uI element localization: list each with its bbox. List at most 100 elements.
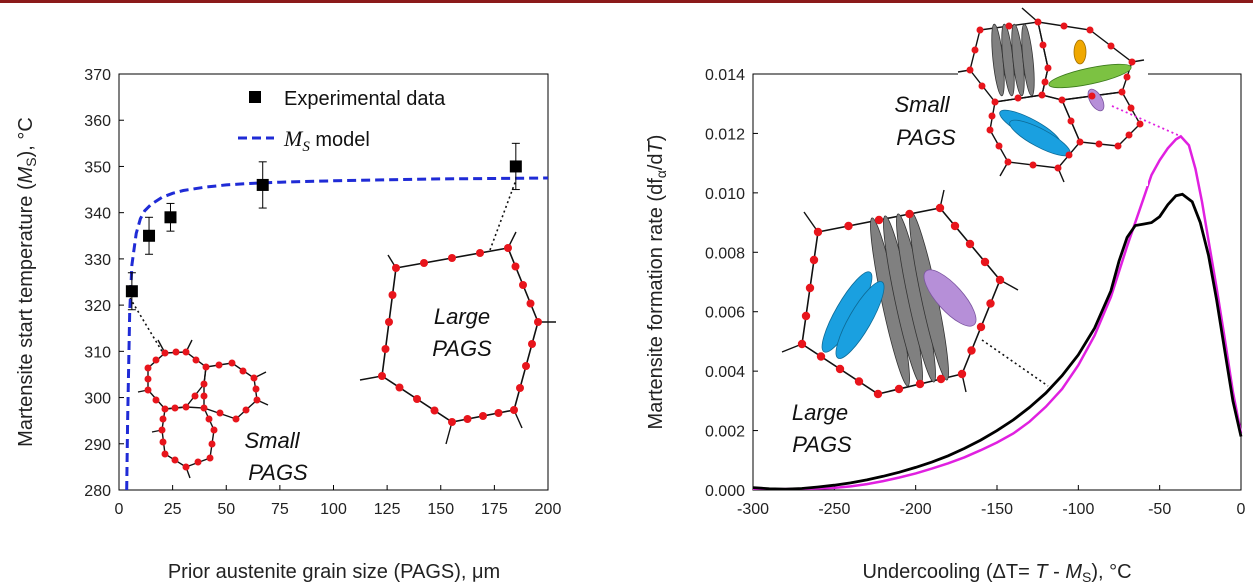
annotation-large-pags-line2: PAGS: [432, 336, 492, 361]
y-axis-label: Martensite formation rate (dfα/dT): [645, 135, 669, 430]
nucleation-dot: [494, 409, 503, 417]
nucleation-dot: [966, 66, 974, 74]
nucleation-dot: [430, 406, 439, 415]
nucleation-dot: [844, 221, 853, 231]
point-marker: [256, 178, 269, 191]
x-ticks: -300 -250 -200 -150 -100 -50 0: [737, 485, 1246, 518]
nucleation-dot: [805, 283, 815, 293]
grain-edge: [1021, 7, 1039, 23]
nucleation-dot: [971, 46, 979, 54]
nucleation-dot: [1107, 42, 1115, 50]
nucleation-dot: [192, 356, 200, 364]
nucleation-dot: [242, 406, 250, 414]
nucleation-dot: [194, 458, 202, 466]
annotation-large-pags-line1: Large: [434, 304, 490, 329]
point-marker: [164, 211, 177, 224]
nucleation-dot: [873, 389, 883, 399]
nucleation-dot: [161, 450, 169, 458]
nucleation-dot: [905, 209, 914, 219]
nucleation-dot: [392, 264, 400, 272]
nucleation-dot: [182, 348, 190, 356]
nucleation-dot: [202, 363, 210, 371]
nucleation-dot: [200, 380, 208, 388]
nucleation-dot: [1095, 140, 1103, 148]
nucleation-dot: [511, 262, 520, 271]
nucleation-dot: [448, 254, 456, 262]
nucleation-dot: [479, 412, 487, 420]
nucleation-sites: [378, 244, 542, 426]
y-tick-label: 0.002: [705, 424, 745, 441]
nucleation-dot: [534, 318, 542, 326]
blue-plate: [835, 281, 885, 359]
nucleation-dot: [813, 227, 823, 237]
y-tick-label: 370: [84, 67, 111, 84]
magenta-dotted-leader: [1111, 105, 1181, 137]
y-ticks: 280 290 300 310 320 330 340 350 360 370: [84, 67, 124, 500]
ms-model-curve: [125, 176, 549, 490]
x-tick-label: 75: [271, 501, 289, 518]
small-grain: [161, 406, 215, 468]
nucleation-dot: [1125, 131, 1133, 139]
y-tick-label: 0.014: [705, 67, 745, 84]
nucleation-dot: [519, 281, 527, 289]
gray-plate: [1021, 23, 1035, 97]
nucleation-dot: [915, 379, 925, 389]
nucleation-sites: [144, 348, 261, 471]
nucleation-dot: [172, 348, 180, 356]
data-point: [125, 272, 138, 311]
nucleation-dot: [936, 374, 946, 384]
large-pags-microstructure-illustration: [781, 189, 1049, 399]
y-tick-label: 0.010: [705, 186, 745, 203]
nucleation-dot: [413, 395, 421, 403]
dotted-leader: [129, 297, 164, 354]
nucleation-dot: [1039, 41, 1047, 49]
nucleation-dot: [253, 396, 261, 404]
large-grain-boundary: [381, 247, 539, 423]
nucleation-dot: [378, 372, 386, 380]
y-tick-label: 0.012: [705, 126, 745, 143]
martensite-plates: [821, 211, 977, 387]
nucleation-dot: [463, 415, 472, 423]
nucleation-dot: [182, 403, 190, 411]
nucleation-sites: [966, 18, 1144, 172]
small-pags-rate-curve: [753, 134, 1243, 490]
nucleation-dot: [1086, 26, 1094, 34]
nucleation-dot: [232, 415, 240, 423]
nucleation-dot: [1076, 138, 1084, 146]
x-tick-label: -250: [818, 501, 850, 518]
nucleation-dot: [144, 386, 152, 394]
nucleation-dot: [894, 384, 904, 394]
nucleation-dot: [152, 396, 160, 404]
nucleation-dot: [1041, 78, 1049, 86]
x-tick-label: 150: [427, 501, 454, 518]
legend: Experimental data MS model: [238, 88, 446, 155]
x-tick-label: 0: [1237, 501, 1246, 518]
y-tick-label: 0.008: [705, 245, 745, 262]
x-axis-label: Undercooling (ΔT= T - MS), °C: [862, 561, 1131, 585]
annotation-small-pags-line2: PAGS: [896, 125, 956, 150]
nucleation-dot: [967, 346, 976, 355]
nucleation-dot: [988, 112, 996, 120]
nucleation-dot: [182, 463, 190, 471]
y-tick-label: 350: [84, 159, 111, 176]
x-tick-label: 100: [320, 501, 347, 518]
nucleation-dot: [385, 318, 393, 326]
nucleation-dot: [797, 339, 807, 349]
legend-label-experimental: Experimental data: [284, 88, 446, 110]
nucleation-dot: [395, 383, 404, 392]
annotation-large-pags-line1: Large: [792, 400, 848, 425]
nucleation-dot: [816, 352, 826, 361]
nucleation-dot: [1067, 117, 1075, 125]
nucleation-dot: [250, 374, 258, 382]
nucleation-dot: [1136, 120, 1144, 128]
y-ticks: 0.000 0.002 0.004 0.006 0.008 0.010 0.012 0.014: [705, 67, 758, 500]
nucleation-dot: [161, 405, 169, 413]
x-tick-label: -50: [1148, 501, 1171, 518]
nucleation-dot: [420, 259, 428, 267]
nucleation-sites: [797, 203, 1005, 399]
nucleation-dot: [1058, 96, 1066, 104]
x-tick-label: 200: [535, 501, 562, 518]
nucleation-dot: [200, 392, 208, 400]
y-tick-label: 280: [84, 483, 111, 500]
nucleation-dot: [1118, 88, 1126, 96]
